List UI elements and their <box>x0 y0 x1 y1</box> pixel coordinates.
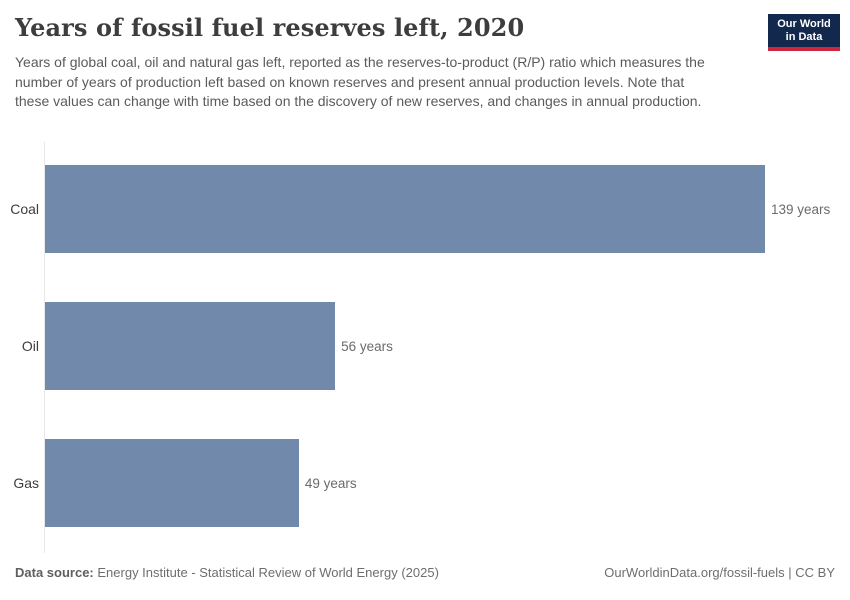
category-label-gas: Gas <box>13 475 39 491</box>
owid-logo[interactable]: Our World in Data <box>768 14 840 51</box>
owid-logo-line2: in Data <box>785 31 823 43</box>
bar-oil[interactable] <box>45 302 336 390</box>
y-axis-line <box>44 142 45 553</box>
category-label-oil: Oil <box>21 338 39 354</box>
value-label-coal: 139 years <box>771 201 831 217</box>
chart-title: Years of fossil fuel reserves left, 2020 <box>15 13 525 42</box>
license-text: | CC BY <box>784 565 835 580</box>
owid-logo-box: Our World in Data <box>768 14 840 47</box>
data-source-label: Data source: <box>15 565 94 580</box>
footer: Data source: Energy Institute - Statisti… <box>15 565 835 580</box>
bar-gas[interactable] <box>45 439 299 527</box>
data-source: Data source: Energy Institute - Statisti… <box>15 565 439 580</box>
owid-logo-stripe <box>768 47 840 51</box>
bar-coal[interactable] <box>45 165 765 253</box>
data-source-text: Energy Institute - Statistical Review of… <box>97 565 439 580</box>
category-label-coal: Coal <box>10 201 39 217</box>
value-label-gas: 49 years <box>304 475 357 491</box>
bar-row-oil: Oil 56 years <box>0 302 850 390</box>
bar-row-coal: Coal 139 years <box>0 165 850 253</box>
bar-row-gas: Gas 49 years <box>0 439 850 527</box>
footer-right: OurWorldinData.org/fossil-fuels | CC BY <box>604 565 835 580</box>
owid-link[interactable]: OurWorldinData.org/fossil-fuels <box>604 565 785 580</box>
value-label-oil: 56 years <box>341 338 393 354</box>
chart-subtitle: Years of global coal, oil and natural ga… <box>15 54 705 109</box>
owid-logo-line1: Our World <box>777 18 831 30</box>
